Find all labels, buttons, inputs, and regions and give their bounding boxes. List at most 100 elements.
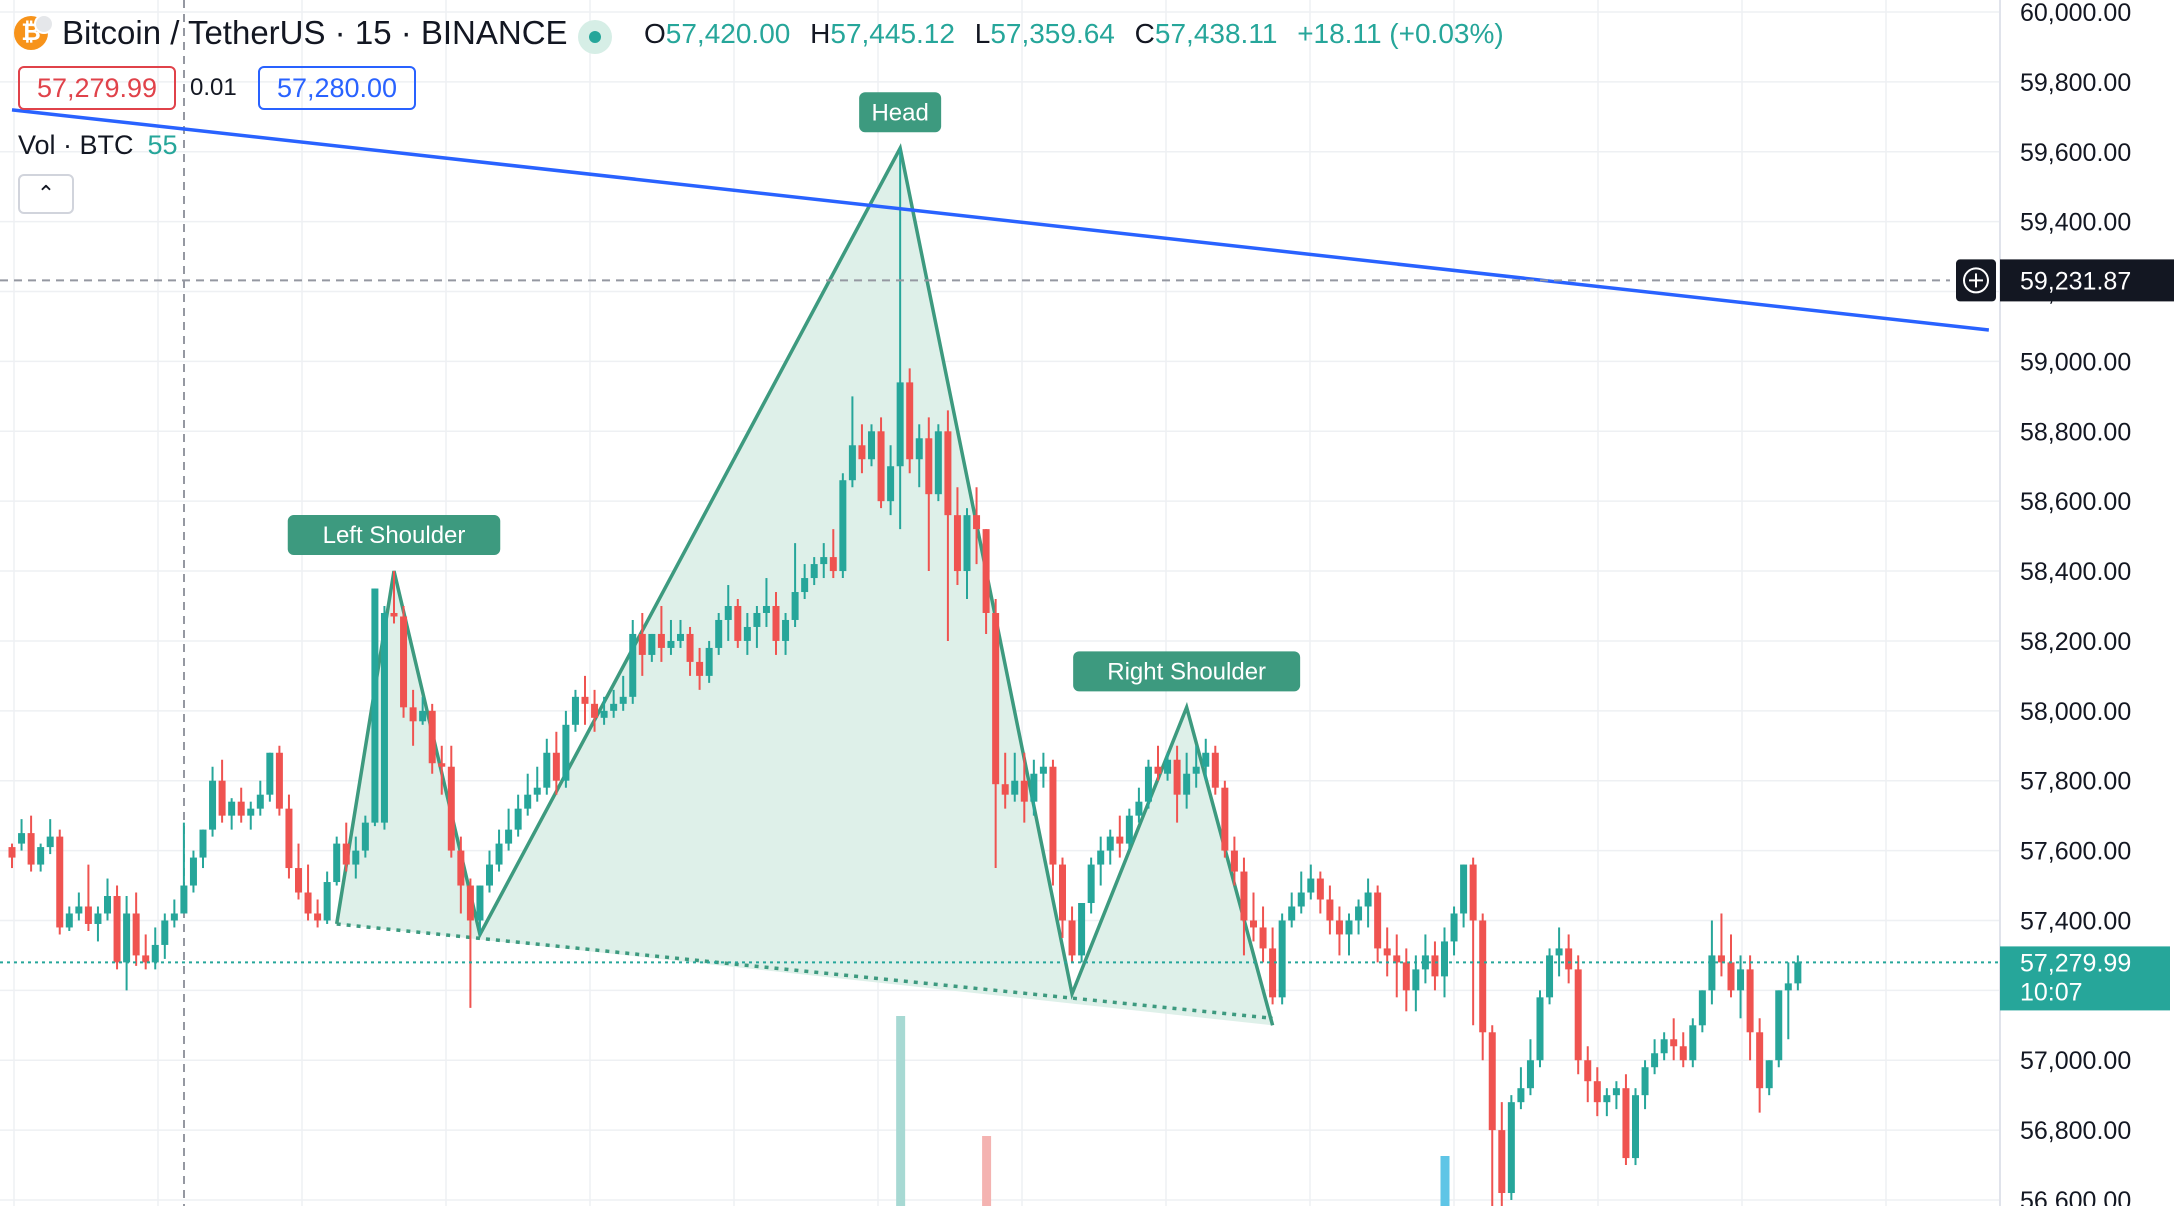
- candle-body: [543, 752, 551, 788]
- label-head-bg: [859, 92, 942, 133]
- candle-body: [858, 445, 866, 460]
- candle-body: [1421, 955, 1429, 970]
- price-tick-label: 58,000.00: [2020, 698, 2131, 726]
- candle-body: [791, 592, 799, 620]
- candle-body: [1412, 969, 1420, 991]
- candle-body: [1402, 962, 1410, 991]
- last-price-bg: [2000, 946, 2170, 1011]
- crosshair-price-bg: [2000, 259, 2174, 302]
- close-value: 57,438.11: [1154, 18, 1278, 49]
- candle-body: [896, 382, 904, 467]
- buy-button[interactable]: 57,280.00: [258, 66, 416, 110]
- candle-body: [743, 626, 751, 641]
- candle-body: [1364, 892, 1372, 907]
- candle-body: [1584, 1060, 1592, 1082]
- candle-body: [209, 780, 217, 830]
- candle-body: [1536, 997, 1544, 1061]
- candle-body: [1030, 773, 1038, 802]
- candle-body: [1727, 962, 1735, 991]
- candle-body: [1211, 752, 1219, 788]
- price-tick-label: 59,400.00: [2020, 209, 2131, 237]
- collapse-button[interactable]: ⌃: [18, 174, 74, 214]
- candle-body: [361, 822, 369, 851]
- candle-body: [1794, 962, 1802, 984]
- candle-body: [419, 710, 427, 722]
- candle-body: [46, 836, 54, 848]
- price-tick-label: 58,400.00: [2020, 558, 2131, 586]
- candle-body: [1230, 850, 1238, 872]
- candle-body: [104, 896, 111, 914]
- volume-value: 55: [147, 130, 178, 160]
- candle-body: [1355, 906, 1363, 921]
- candle-body: [1546, 955, 1554, 998]
- candle-body: [571, 696, 579, 725]
- candle-body: [591, 703, 599, 718]
- candle-body: [1517, 1088, 1525, 1103]
- countdown-label: 10:07: [2020, 978, 2083, 1006]
- symbol-title[interactable]: Bitcoin / TetherUS · 15 · BINANCE: [62, 14, 568, 51]
- candle-body: [1068, 920, 1076, 956]
- price-axis[interactable]: 60,000.00 59,800.00 59,600.00 59,400.00 59,2…: [1956, 0, 2174, 1206]
- candle-body: [1565, 948, 1573, 970]
- candle-body: [84, 906, 92, 924]
- candle-body: [295, 868, 302, 893]
- volume-indicator[interactable]: Vol · BTC 55: [18, 130, 178, 161]
- candle-body: [619, 696, 627, 704]
- price-tick-label: 57,000.00: [2020, 1047, 2131, 1075]
- candle-body: [1097, 850, 1105, 865]
- candle-body: [1574, 969, 1582, 1061]
- candle-body: [810, 564, 818, 579]
- candle-body: [906, 382, 914, 460]
- candle-body: [1144, 766, 1152, 802]
- candle-body: [37, 847, 45, 865]
- candle-body: [1135, 801, 1143, 816]
- candle-body: [1641, 1067, 1649, 1096]
- candle-body: [466, 885, 474, 921]
- candle-body: [829, 557, 837, 572]
- candle-body: [1049, 766, 1057, 865]
- volume-bars: [896, 1016, 1450, 1206]
- candle-body: [323, 882, 331, 921]
- candle-body: [1393, 955, 1401, 963]
- candle-body: [65, 913, 73, 928]
- candle-body: [657, 633, 665, 648]
- price-tick-label: 57,400.00: [2020, 907, 2131, 935]
- candle-body: [1154, 766, 1162, 774]
- high-value: 57,445.12: [830, 18, 955, 49]
- candle-body: [505, 829, 513, 844]
- candle-body: [486, 864, 493, 886]
- market-status-icon[interactable]: [578, 20, 612, 54]
- candlesticks: [8, 148, 1802, 1206]
- candle-body: [1746, 969, 1754, 1033]
- candle-body: [581, 696, 589, 704]
- candle-body: [1765, 1060, 1773, 1089]
- low-label: L: [974, 18, 991, 49]
- candle-body: [801, 578, 809, 593]
- candle-body: [27, 833, 35, 865]
- candle-body: [762, 606, 770, 613]
- candle-body: [638, 633, 646, 655]
- candle-body: [1078, 903, 1086, 956]
- candle-body: [667, 640, 675, 648]
- candle-body: [314, 913, 322, 921]
- candle-body: [18, 833, 26, 844]
- candle-body: [1164, 759, 1172, 774]
- candle-body: [1383, 948, 1391, 956]
- open-value: 57,420.00: [665, 18, 791, 49]
- chart-overlays: Left Shoulder Head Right Shoulder: [0, 92, 2000, 964]
- candle-body: [409, 707, 417, 722]
- candle-body: [562, 724, 570, 781]
- trendline[interactable]: [11, 108, 1990, 332]
- candle-body: [1737, 969, 1745, 991]
- open-label: O: [644, 18, 666, 49]
- candle-body: [1632, 1095, 1639, 1159]
- candle-body: [266, 752, 274, 795]
- candle-body: [237, 801, 245, 816]
- candle-body: [734, 606, 742, 641]
- candle-body: [1269, 948, 1277, 998]
- candle-body: [256, 794, 264, 809]
- sell-button[interactable]: 57,279.99: [18, 66, 176, 110]
- candle-body: [56, 836, 64, 928]
- candle-body: [1183, 773, 1191, 795]
